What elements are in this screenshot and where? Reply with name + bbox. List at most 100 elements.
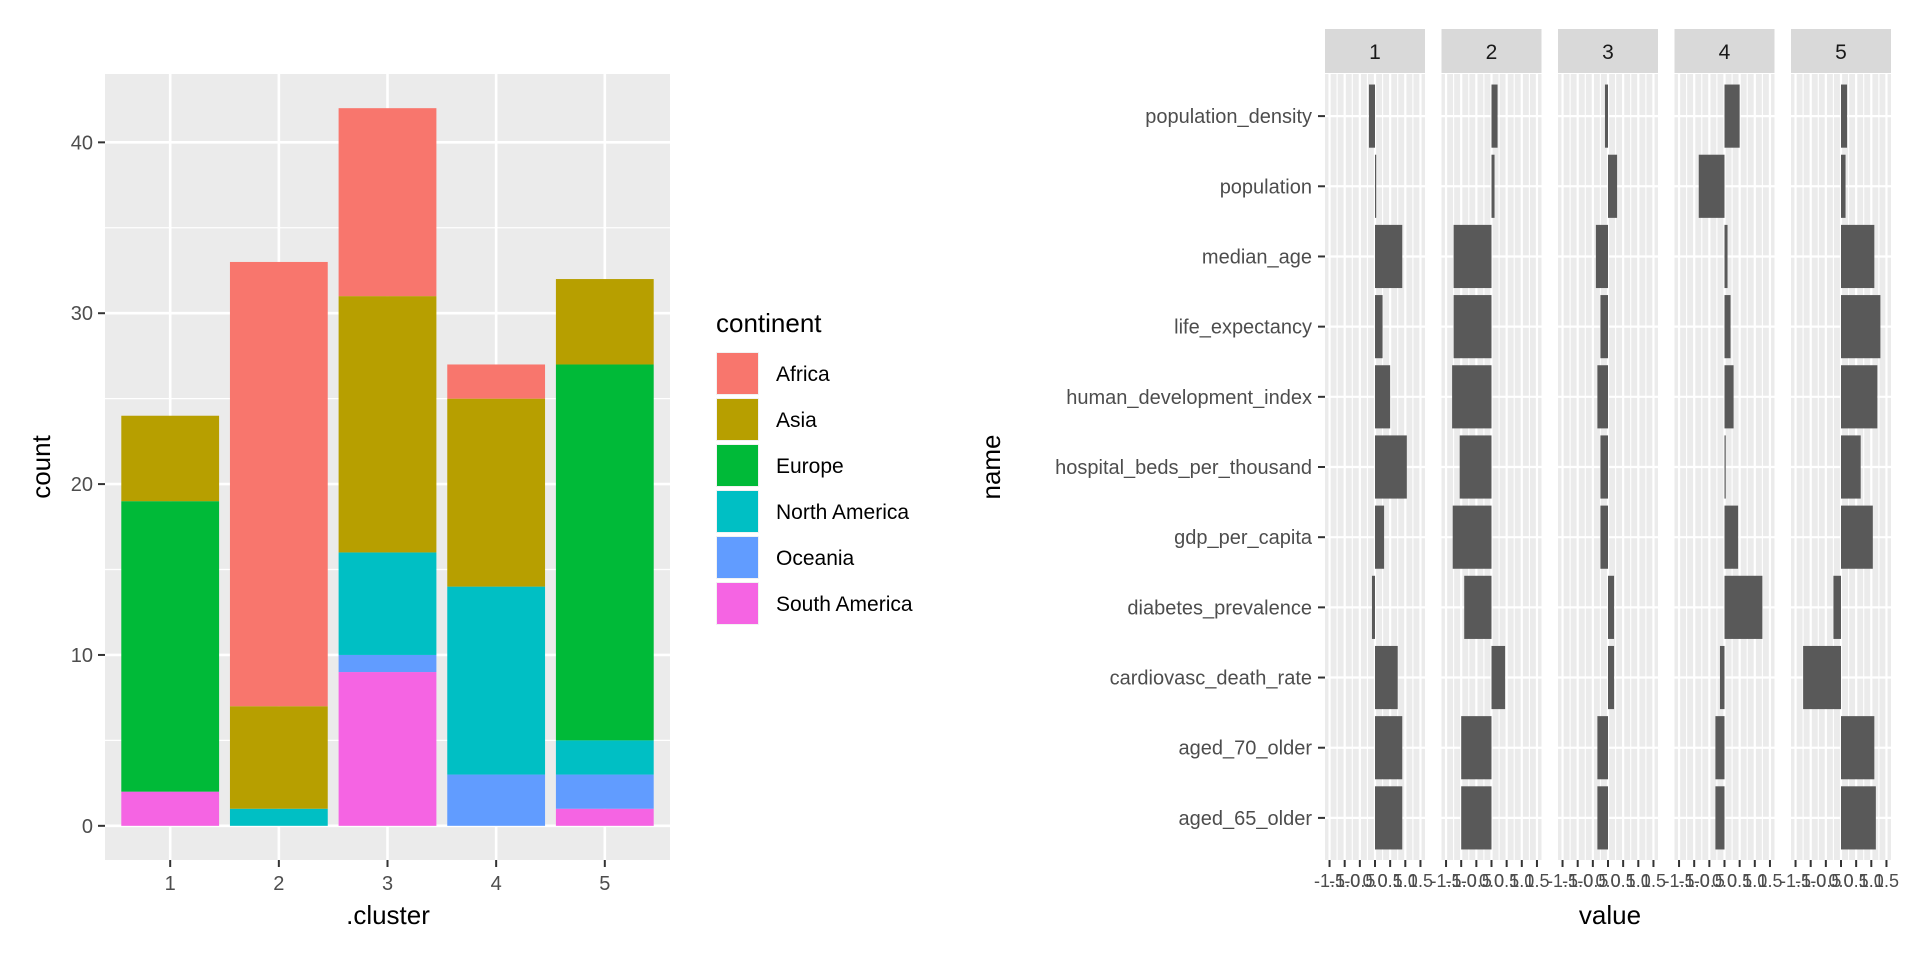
- bar-segment: [229, 261, 328, 707]
- facet-bar: [1375, 716, 1403, 780]
- facet-bar: [1597, 716, 1608, 780]
- facet-x-tick-label: -1.5: [1780, 871, 1811, 891]
- facet-bar: [1841, 84, 1848, 148]
- facet-y-tick-label: aged_65_older: [1179, 808, 1313, 830]
- facet-x-tick-label: 1.5: [1524, 871, 1549, 891]
- legend-label: Africa: [776, 363, 830, 386]
- y-tick-label: 0: [82, 816, 93, 838]
- legend-entry: Oceania: [716, 536, 855, 579]
- facet-x-tick-label: -0.5: [1461, 871, 1492, 891]
- bar-segment: [338, 654, 437, 673]
- facet-bar: [1375, 435, 1407, 499]
- facet-x-tick-label: -1.0: [1446, 871, 1477, 891]
- facet-bar: [1453, 224, 1492, 289]
- bar-segment: [229, 808, 328, 826]
- facet-strip: [1674, 29, 1775, 73]
- bar-chart-x-ticks: 1 2 3 4 5: [165, 860, 610, 895]
- facet-bar: [1595, 224, 1608, 289]
- bar-segment: [121, 415, 220, 502]
- legend-label: Oceania: [776, 547, 855, 570]
- facet-x-tick-label: -1.0: [1562, 871, 1593, 891]
- facet-x-tick-label: 0.5: [1494, 871, 1519, 891]
- legend-swatch: [717, 537, 758, 578]
- facet-bar: [1608, 645, 1615, 710]
- facet-bar: [1715, 786, 1725, 850]
- facet-x-tick-label: 0.0: [1479, 871, 1504, 891]
- facet-x-tick-label: 0.5: [1844, 871, 1869, 891]
- facet-bar: [1597, 365, 1608, 429]
- facet-bar: [1459, 435, 1492, 499]
- legend-entry: Europe: [716, 444, 844, 487]
- facet-bar: [1841, 365, 1878, 429]
- facet-bar: [1371, 575, 1375, 639]
- facet-bar: [1461, 786, 1492, 850]
- facet-bar: [1724, 365, 1734, 429]
- facet-x-tick-label: 0.5: [1378, 871, 1403, 891]
- facet-bar: [1491, 154, 1495, 218]
- facet-bar: [1375, 154, 1377, 218]
- facet-bar: [1841, 786, 1876, 850]
- legend-swatch: [717, 399, 758, 440]
- bar-segment: [555, 808, 654, 826]
- x-tick-label: 2: [273, 873, 284, 895]
- facet-y-tick-label: life_expectancy: [1174, 317, 1312, 339]
- bar-segment: [447, 774, 546, 826]
- facet-bar: [1719, 645, 1725, 710]
- facet-strip-label: 2: [1486, 41, 1498, 64]
- facet-bar: [1368, 84, 1375, 148]
- facet-x-tick-label: -0.5: [1344, 871, 1375, 891]
- bar-segment: [121, 791, 220, 826]
- bar-segment: [555, 740, 654, 775]
- facet-bar: [1724, 84, 1740, 148]
- facet-strip: [1791, 29, 1891, 73]
- facet-bar: [1833, 575, 1841, 639]
- facet-panel: 3 -1.5-1.0-0.50.00.51.01.5: [1547, 29, 1666, 891]
- bar-segment: [338, 296, 437, 553]
- x-tick-label: 5: [599, 873, 610, 895]
- facet-x-tick-label: 1.0: [1859, 871, 1884, 891]
- facet-bar: [1600, 505, 1608, 569]
- facet-bar: [1597, 786, 1608, 850]
- facet-bar: [1375, 295, 1383, 359]
- y-tick-label: 20: [71, 474, 93, 496]
- bar-segment: [338, 672, 437, 826]
- facet-x-tick-label: -1.0: [1795, 871, 1826, 891]
- legend-label: South America: [776, 593, 913, 616]
- facet-chart: population_density population median_ageli…: [976, 29, 1899, 930]
- facet-bar: [1464, 575, 1492, 639]
- facet-strip: [1558, 29, 1658, 73]
- facet-bar: [1375, 645, 1398, 710]
- facet-strip-label: 3: [1602, 41, 1614, 64]
- x-tick-label: 4: [491, 873, 502, 895]
- legend-title: continent: [716, 308, 822, 338]
- facet-x-tick-label: -0.5: [1810, 871, 1841, 891]
- facet-bar: [1491, 645, 1506, 710]
- facet-panel: 4 -1.5-1.0-0.50.00.51.01.5: [1664, 29, 1782, 891]
- facet-x-tick-label: -1.5: [1547, 871, 1578, 891]
- facet-x-tick-label: 1.5: [1641, 871, 1666, 891]
- facet-x-tick-label: -0.5: [1577, 871, 1608, 891]
- bar-chart-x-axis-title: .cluster: [346, 900, 430, 930]
- facet-x-tick-label: -1.5: [1431, 871, 1462, 891]
- facet-y-tick-label: median_age: [1202, 246, 1312, 268]
- facet-bar: [1841, 505, 1873, 569]
- facet-bar: [1604, 84, 1608, 148]
- facet-bar: [1452, 365, 1492, 429]
- facet-panel: 1 -1.5-1.0-0.50.00.51.01.5: [1314, 29, 1433, 891]
- facet-chart-x-axis-title: value: [1579, 900, 1641, 930]
- facet-strip-label: 4: [1719, 41, 1731, 64]
- facet-bar: [1600, 435, 1608, 499]
- facet-bar: [1841, 435, 1861, 499]
- facet-x-tick-label: -0.5: [1694, 871, 1725, 891]
- facet-y-tick-label: diabetes_prevalence: [1127, 597, 1312, 619]
- facet-y-tick-label: aged_70_older: [1179, 738, 1313, 760]
- facet-x-tick-label: 0.0: [1712, 871, 1737, 891]
- facet-bar: [1698, 154, 1725, 218]
- facet-strip-label: 1: [1369, 41, 1381, 64]
- bar-segment: [229, 706, 328, 809]
- facet-x-tick-label: -1.0: [1679, 871, 1710, 891]
- facet-bar: [1715, 716, 1725, 780]
- legend-entry: North America: [716, 490, 909, 533]
- facet-x-tick-label: -1.0: [1329, 871, 1360, 891]
